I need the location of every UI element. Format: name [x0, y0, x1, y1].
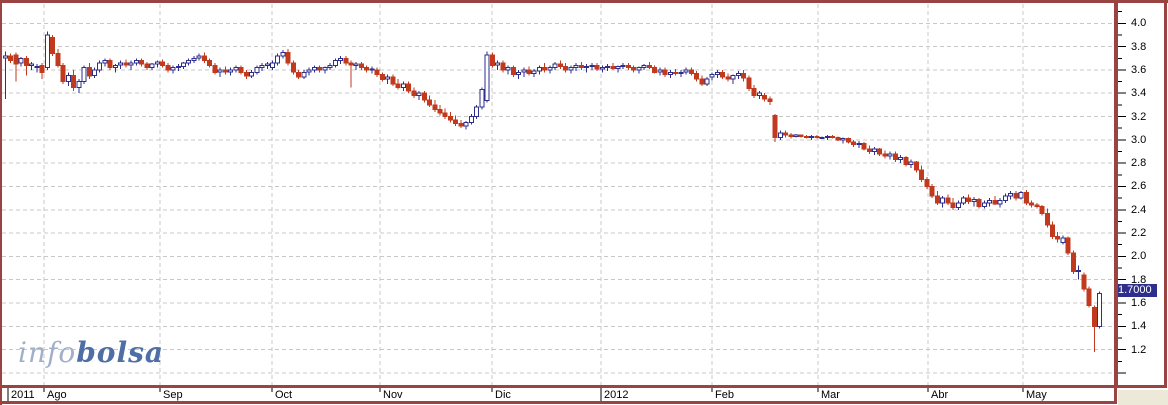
y-axis-label: 1.2 — [1131, 343, 1147, 356]
y-axis-label: 1.4 — [1131, 320, 1147, 333]
y-axis-label: 2.0 — [1131, 250, 1147, 263]
x-axis-bottom-border — [0, 401, 1117, 404]
x-axis-month-label: Feb — [715, 389, 734, 401]
x-axis-top-border — [0, 385, 1167, 388]
x-axis-year-label: 2011 — [11, 389, 35, 401]
x-axis-month-label: Ago — [47, 389, 67, 401]
logo-text-info: info — [18, 336, 77, 369]
dialog-corner-background — [1118, 390, 1168, 405]
frame-border-left — [0, 0, 2, 405]
logo-text-bolsa: bolsa — [76, 336, 165, 369]
y-axis-label: 2.2 — [1131, 227, 1147, 240]
y-axis-label: 2.8 — [1131, 157, 1147, 170]
x-axis-year-label: 2012 — [604, 389, 629, 401]
y-axis-label: 1.8 — [1131, 273, 1147, 286]
y-axis-label: 3.8 — [1131, 40, 1147, 53]
y-axis-label: 3.6 — [1131, 63, 1147, 76]
y-axis-label: 2.4 — [1131, 203, 1147, 216]
x-axis-month-label: Sep — [163, 389, 183, 401]
last-price-tag: 1.7000 — [1116, 284, 1157, 298]
y-axis-divider — [1114, 3, 1118, 388]
x-axis-month-label: Mar — [821, 389, 840, 401]
y-axis-label: 3.2 — [1131, 110, 1147, 123]
y-axis-label: 1.6 — [1131, 297, 1147, 310]
y-axis-label: 3.4 — [1131, 87, 1147, 100]
y-axis-label: 2.6 — [1131, 180, 1147, 193]
frame-border-right — [1164, 0, 1167, 388]
infobolsa-logo: infobolsa — [18, 336, 164, 369]
x-axis-right-border — [1114, 388, 1117, 404]
frame-border-top — [0, 0, 1168, 3]
x-axis-month-label: May — [1026, 389, 1047, 401]
y-axis-label: 3.0 — [1131, 133, 1147, 146]
x-axis-month-label: Abr — [931, 389, 949, 401]
x-axis-month-label: Nov — [383, 389, 403, 401]
x-axis-month-label: Oct — [275, 389, 293, 401]
y-axis-label: 4.0 — [1131, 17, 1147, 30]
x-axis-month-label: Dic — [495, 389, 511, 401]
